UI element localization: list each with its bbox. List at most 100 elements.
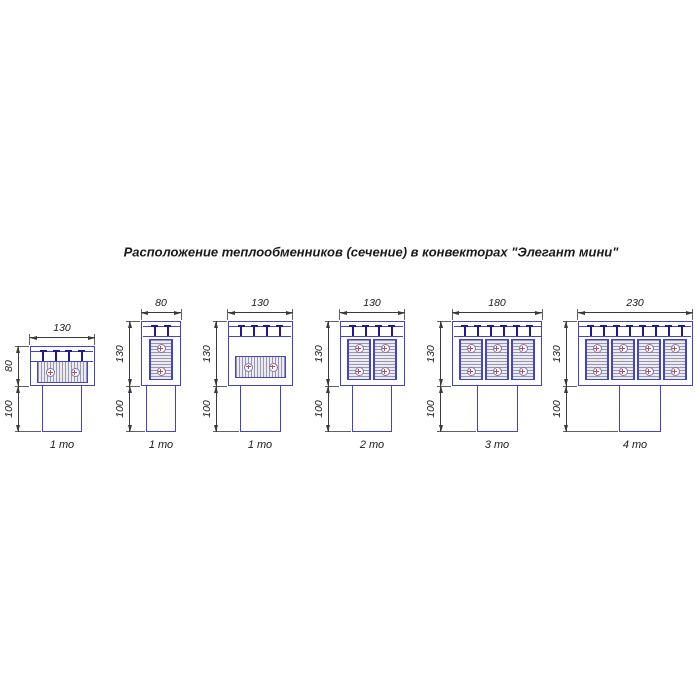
pipe-center-mark [522,369,524,374]
pipe-center-mark [674,369,676,374]
grille-rib-stem [253,326,256,336]
grille-rib [78,349,86,361]
grille-rail [579,325,691,327]
grille-rib-head [65,349,73,352]
grille-rib [375,324,382,336]
grille-rib [151,324,158,336]
grille-rib [639,324,646,336]
dim-arrow [326,379,330,386]
dim-height-label: 130 [425,344,437,363]
grille-rib-head [665,324,672,327]
grille-rib [52,349,60,361]
dim-arrow [326,321,330,328]
dim-depth-label: 100 [550,400,563,418]
grille-rail [341,325,403,327]
extension-line [541,309,543,320]
exchanger-count-label: 3 то [484,439,510,451]
pipe-circle [380,367,390,376]
grille-rib-head [375,324,382,327]
dim-arrow [174,310,181,315]
extension-line [451,309,453,320]
grille-rib-head [487,324,494,327]
dim-arrow [87,335,95,340]
grille-rib-head [276,324,284,327]
dim-arrow [16,425,20,432]
dim-width-label: 130 [251,297,269,309]
pipe-center-mark [358,346,360,351]
grille-rail [229,325,291,327]
dim-depth-label: 100 [425,400,437,418]
grille-rib-stem [166,326,169,336]
grille-rib [513,324,520,336]
grille-rib-stem [265,326,268,336]
heat-exchanger-block [235,356,286,378]
exchanger-count-label: 1 то [49,439,75,451]
dim-arrow [214,386,218,393]
pipe-center-mark [648,369,650,374]
grille-rib-head [474,324,481,327]
dim-arrow [214,425,218,432]
pipe-circle [492,344,502,353]
pipe-circle [518,344,528,353]
pipe-center-mark [49,370,51,375]
dim-height-line [129,321,130,386]
grille-rib-head [164,324,171,327]
grille-rib [263,324,271,336]
extension-line [437,431,476,432]
dim-width-line [339,312,405,313]
extension-line [126,431,145,432]
grille-rib [349,324,356,336]
exchanger-count-label: 1 то [247,439,273,451]
pipe-circle [492,367,502,376]
extension-line [14,385,29,387]
dim-arrow [127,425,132,432]
pipe-center-mark [384,369,386,374]
grille-rib [237,324,245,336]
pipe-center-mark [272,364,274,370]
floor-duct [476,386,518,432]
extension-line [562,320,577,322]
dim-width-label: 130 [53,322,71,334]
pipe-circle [466,344,476,353]
grille-rib [461,324,468,336]
grille-rib [250,324,258,336]
pipe-circle [592,344,602,353]
floor-duct [352,386,392,432]
dim-arrow [127,321,132,328]
grille-rib [487,324,494,336]
heat-exchanger-block [37,361,88,383]
dim-height-line [17,346,19,386]
grille-rib-head [52,349,60,352]
pipe-circle [244,362,253,372]
pipe-circle [644,344,654,353]
grille-rib-head [78,349,86,352]
pipe-center-mark [160,369,162,374]
grille-rib-stem [80,351,83,361]
extension-line [692,309,693,320]
dim-arrow [438,425,443,432]
dim-width-label: 130 [363,297,381,309]
grille-rib-stem [153,326,156,336]
grille-rib-head [388,324,395,327]
dim-arrow [535,310,542,315]
grille-rib [600,324,607,336]
dim-arrow [564,425,568,432]
dim-height-label: 130 [312,344,325,363]
dim-arrow [127,386,132,393]
grille-rib-head [626,324,633,327]
dim-width-line [141,312,181,313]
dim-arrow [16,386,20,393]
dim-height-line [440,321,441,386]
grille-rib-stem [489,326,492,336]
extension-line [126,385,140,387]
floor-duct [42,386,82,432]
pipe-center-mark [596,369,598,374]
dim-arrow [16,379,20,386]
grille-rib [613,324,620,336]
pipe-center-mark [622,346,624,351]
extension-line [212,385,227,387]
pipe-center-mark [648,346,650,351]
pipe-circle [618,344,628,353]
dim-height-label: 130 [550,344,563,363]
dim-arrow [438,379,443,386]
